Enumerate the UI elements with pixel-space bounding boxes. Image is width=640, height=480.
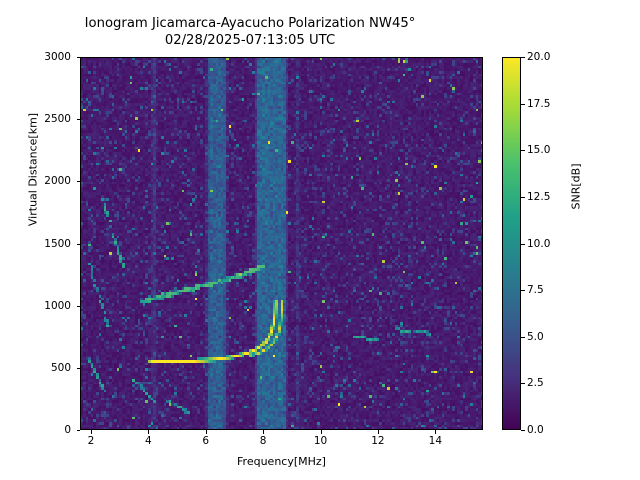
y-tick-label: 1000 [44,299,71,312]
y-tick-label: 3000 [44,51,71,63]
x-tick [320,430,322,434]
y-tick-label: 2000 [44,175,71,188]
colorbar-tick [521,57,525,58]
y-axis-label: Virtual Distance[km] [26,112,40,227]
y-tick-label: 2500 [44,113,71,126]
colorbar-tick-label: 7.5 [527,284,544,297]
colorbar-tick [521,196,525,198]
x-tick [435,430,437,434]
x-tick [377,430,379,434]
y-tick-label: 500 [50,361,71,374]
colorbar-label: SNR[dB] [569,163,583,210]
x-tick-label: 4 [144,435,152,447]
colorbar-tick [521,290,525,292]
y-tick [76,305,80,307]
y-tick [76,119,80,121]
x-tick-label: 10 [313,435,328,447]
colorbar-tick-label: 10.0 [527,237,551,250]
y-tick [76,243,80,245]
colorbar-tick-label: 5.0 [527,330,544,343]
x-tick-label: 8 [259,435,267,447]
x-tick-label: 12 [371,435,385,447]
colorbar-tick [521,150,525,152]
colorbar-tick [521,430,525,431]
y-tick [76,57,80,58]
colorbar-tick [521,383,525,385]
ionogram-heatmap-canvas [80,57,483,430]
colorbar-tick-label: 15.0 [527,144,551,157]
x-tick-label: 2 [87,435,95,447]
x-tick [90,430,92,434]
chart-title: Ionogram Jicamarca-Ayacucho Polarization… [0,16,500,49]
y-tick [76,367,80,369]
x-tick [148,430,150,434]
x-tick-label: 6 [202,435,210,447]
colorbar-tick [521,103,525,105]
colorbar-gradient [502,57,521,430]
colorbar-tick-label: 2.5 [527,377,544,390]
colorbar-tick-label: 17.5 [527,97,551,110]
ionogram-plot-area [80,57,483,430]
colorbar-tick-label: 12.5 [527,190,551,203]
chart-title-line2: 02/28/2025-07:13:05 UTC [164,32,336,48]
y-tick [76,181,80,183]
x-tick-label: 14 [428,435,443,447]
x-tick [263,430,265,434]
x-axis-label: Frequency[MHz] [237,455,326,468]
y-tick-label: 0 [64,424,71,436]
y-tick [76,430,80,431]
colorbar-tick-label: 0.0 [527,424,544,436]
chart-title-line1: Ionogram Jicamarca-Ayacucho Polarization… [84,16,416,31]
y-tick-label: 1500 [44,237,71,250]
colorbar-tick [521,243,525,245]
colorbar-frame [502,57,521,430]
colorbar-tick [521,336,525,338]
colorbar-tick-label: 20.0 [527,51,551,63]
x-tick [205,430,207,434]
